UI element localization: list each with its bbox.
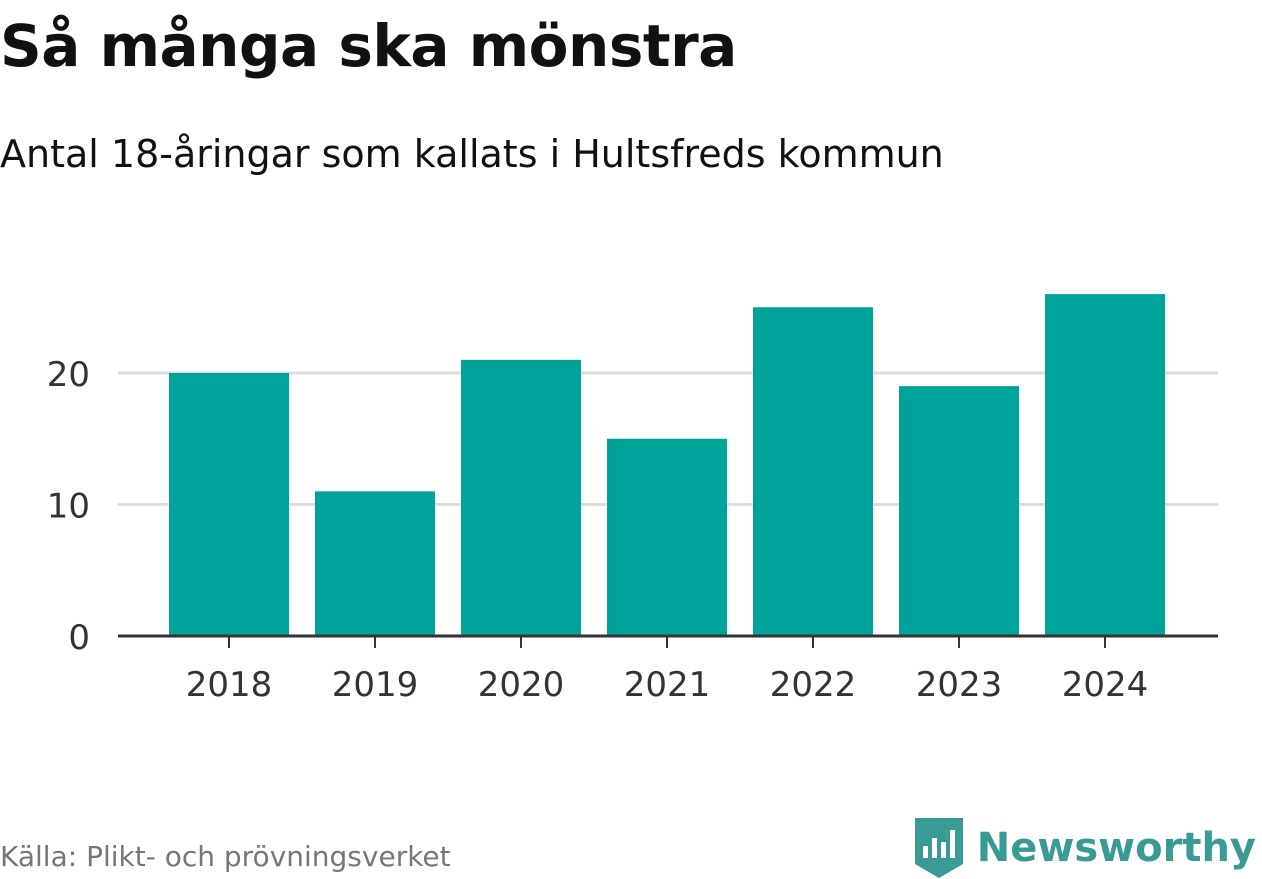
bar-2019 xyxy=(315,491,435,636)
bar-2022 xyxy=(753,307,873,636)
x-axis-ticks: 2018 2019 2020 2021 2022 2023 2024 xyxy=(186,636,1149,705)
x-tick-label: 2022 xyxy=(770,665,857,705)
x-tick-label: 2023 xyxy=(916,665,1003,705)
bar-2021 xyxy=(607,438,727,636)
x-tick-label: 2024 xyxy=(1062,665,1149,705)
y-tick-label: 20 xyxy=(47,355,90,395)
x-tick-label: 2019 xyxy=(332,665,419,705)
bars xyxy=(169,294,1165,636)
bar-chart-badge-icon xyxy=(914,818,963,878)
bar-2023 xyxy=(899,386,1019,636)
y-tick-label: 0 xyxy=(68,618,90,658)
chart-title: Så många ska mönstra xyxy=(0,12,737,80)
y-axis-ticks: 0 10 20 xyxy=(47,355,90,658)
brand: Newsworthy xyxy=(914,818,1256,878)
bar-2024 xyxy=(1045,294,1165,636)
y-tick-label: 10 xyxy=(47,487,90,527)
bar-2018 xyxy=(169,373,289,636)
x-tick-label: 2018 xyxy=(186,665,273,705)
x-tick-label: 2021 xyxy=(624,665,711,705)
source-note: Källa: Plikt- och prövningsverket xyxy=(0,840,451,873)
brand-name: Newsworthy xyxy=(976,825,1256,871)
bar-2020 xyxy=(461,359,581,636)
x-tick-label: 2020 xyxy=(478,665,565,705)
chart-subtitle: Antal 18-åringar som kallats i Hultsfred… xyxy=(0,132,944,176)
